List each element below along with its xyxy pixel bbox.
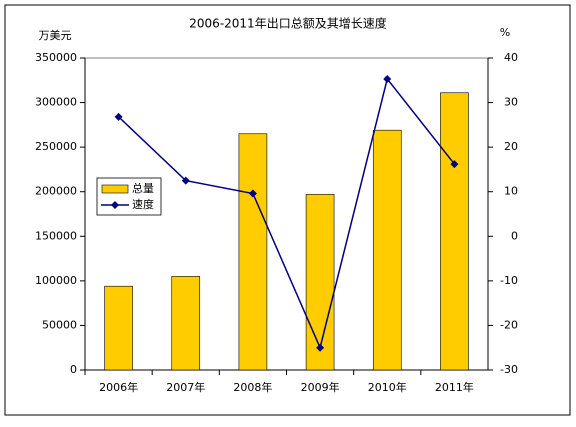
line-marker xyxy=(181,176,190,185)
bar xyxy=(372,129,402,371)
y2-tick-label: 30 xyxy=(504,96,518,109)
line-marker xyxy=(248,189,257,198)
y2-tick-label: -30 xyxy=(500,363,518,376)
bar xyxy=(305,194,335,371)
y2-tick-label: -10 xyxy=(500,274,518,287)
y-tick-label: 150000 xyxy=(35,229,77,242)
legend-label: 速度 xyxy=(132,197,154,211)
line-marker xyxy=(383,74,392,83)
y-axis-label: 万美元 xyxy=(39,29,72,42)
line xyxy=(118,77,456,351)
y2-tick-label: -20 xyxy=(500,318,518,331)
y2-tick-label: 10 xyxy=(504,185,518,198)
y2-tick-label: 20 xyxy=(504,140,518,153)
x-tick-label: 2006年 xyxy=(99,380,138,394)
y-tick-label: 50000 xyxy=(42,318,77,331)
y-tick-label: 350000 xyxy=(35,51,77,64)
y2-tick-label: 40 xyxy=(504,51,518,64)
line-marker xyxy=(316,343,325,352)
x-tick-label: 2007年 xyxy=(166,380,205,394)
chart-title: 2006-2011年出口总额及其增长速度 xyxy=(189,16,386,31)
y-tick-label: 100000 xyxy=(35,274,77,287)
y-tick-label: 0 xyxy=(70,363,77,376)
y2-axis-label: % xyxy=(500,26,510,39)
y-tick-label: 300000 xyxy=(35,96,77,109)
line-marker xyxy=(114,112,123,121)
y2-tick-label: 0 xyxy=(511,229,518,242)
x-tick-label: 2009年 xyxy=(301,380,340,394)
legend-marker xyxy=(111,201,119,209)
bar xyxy=(104,285,133,371)
line-marker xyxy=(450,160,459,169)
x-tick-label: 2011年 xyxy=(435,380,474,394)
bar xyxy=(238,133,268,371)
x-tick-label: 2010年 xyxy=(368,380,407,394)
y-tick-label: 200000 xyxy=(35,185,77,198)
y-tick-label: 250000 xyxy=(35,140,77,153)
legend-label: 总量 xyxy=(132,181,154,195)
legend-swatch xyxy=(101,184,129,194)
x-tick-label: 2008年 xyxy=(233,380,272,394)
bar xyxy=(440,92,469,371)
bar xyxy=(171,276,201,371)
legend xyxy=(96,177,162,216)
